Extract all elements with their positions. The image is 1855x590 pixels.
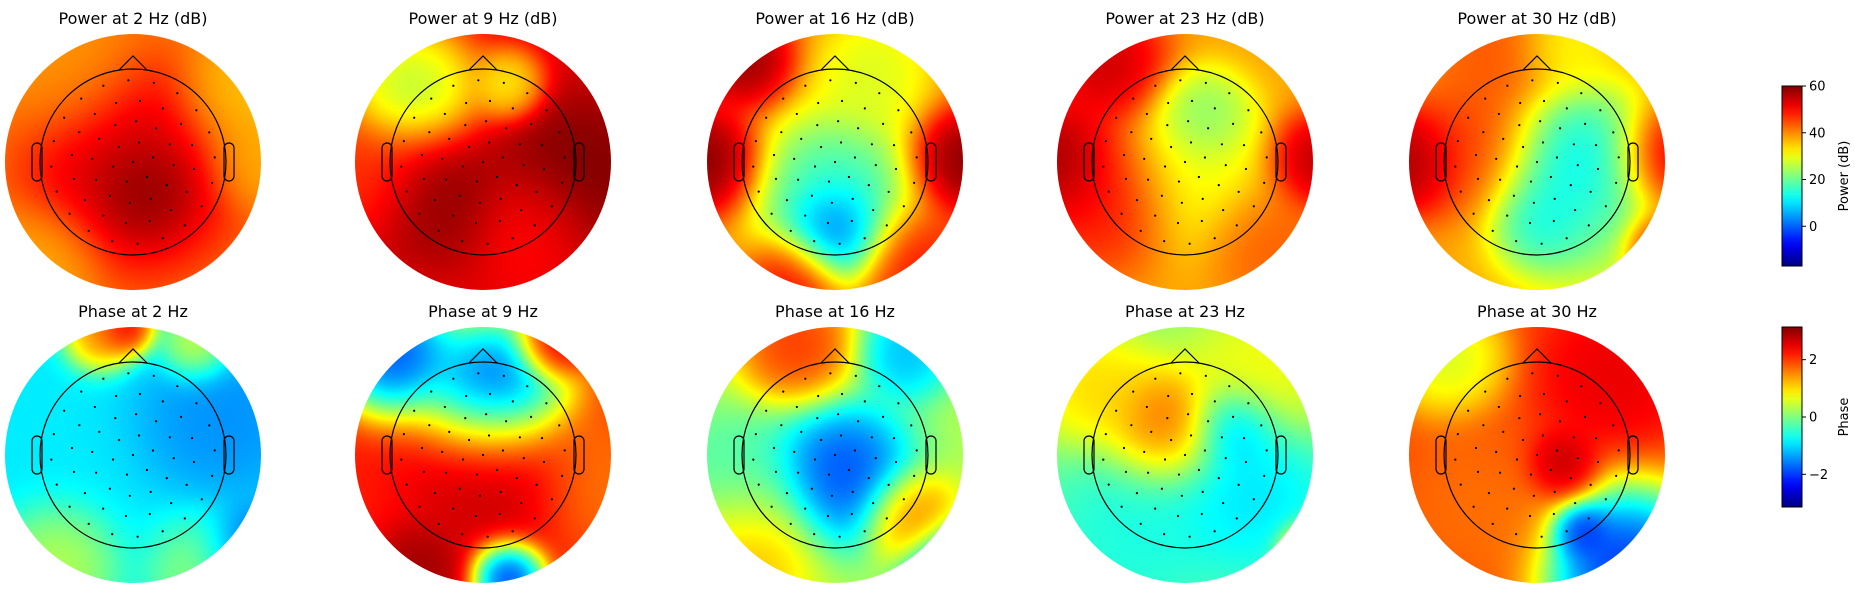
right-ear-outline xyxy=(1275,435,1287,475)
right-ear-outline xyxy=(925,142,937,182)
phase-topomap-9hz: Phase at 9 Hz xyxy=(355,302,611,583)
sensor-dots xyxy=(400,79,566,245)
left-ear-outline xyxy=(31,142,43,182)
right-ear-outline xyxy=(1627,142,1639,182)
head-outline xyxy=(39,68,227,256)
head-outline xyxy=(1091,361,1279,549)
left-ear-outline xyxy=(1435,142,1447,182)
panel-title: Phase at 16 Hz xyxy=(775,302,895,321)
head-outline xyxy=(741,361,929,549)
head-outline xyxy=(389,68,577,256)
right-ear-outline xyxy=(223,435,235,475)
colorbar-tick-label: 0 xyxy=(1809,220,1817,235)
phase-colorbar: −2 0 2 Phase xyxy=(1781,326,1852,508)
nose-outline xyxy=(118,55,148,71)
colorbar-label: Phase xyxy=(1837,398,1852,437)
colorbar-tick-label: 0 xyxy=(1809,411,1817,426)
right-ear-outline xyxy=(573,142,585,182)
sensor-dots xyxy=(1454,372,1620,538)
sensor-dots xyxy=(752,79,918,245)
sensor-dots xyxy=(50,79,216,245)
sensor-dots xyxy=(1102,79,1268,245)
panel-title: Phase at 9 Hz xyxy=(428,302,538,321)
left-ear-outline xyxy=(733,142,745,182)
colorbars: 0 20 40 60 Power (dB) −2 0 2 Phase xyxy=(1781,80,1852,508)
sensor-dots xyxy=(400,372,566,538)
power-topomap-2hz: Power at 2 Hz (dB) xyxy=(5,9,261,290)
power-topomap-30hz: Power at 30 Hz (dB) xyxy=(1409,9,1665,290)
panel-title: Power at 23 Hz (dB) xyxy=(1105,9,1264,28)
colorbar-tick-label: 60 xyxy=(1809,80,1826,95)
nose-outline xyxy=(468,55,498,71)
power-colorbar: 0 20 40 60 Power (dB) xyxy=(1781,80,1852,267)
panel-title: Phase at 23 Hz xyxy=(1125,302,1245,321)
power-topomap-16hz: Power at 16 Hz (dB) xyxy=(707,9,963,290)
nose-outline xyxy=(468,348,498,364)
colorbar-tick-label: 20 xyxy=(1809,173,1826,188)
colorbar-gradient xyxy=(1781,326,1803,508)
nose-outline xyxy=(118,348,148,364)
nose-outline xyxy=(1522,348,1552,364)
nose-outline xyxy=(820,55,850,71)
panel-title: Power at 30 Hz (dB) xyxy=(1457,9,1616,28)
nose-outline xyxy=(1170,55,1200,71)
head-outline xyxy=(1091,68,1279,256)
colorbar-tick-label: 2 xyxy=(1809,353,1817,368)
right-ear-outline xyxy=(573,435,585,475)
panel-title: Power at 2 Hz (dB) xyxy=(58,9,207,28)
panel-title: Power at 16 Hz (dB) xyxy=(755,9,914,28)
colorbar-tick-label: −2 xyxy=(1809,468,1828,483)
head-outline xyxy=(1443,68,1631,256)
sensor-dots xyxy=(50,372,216,538)
colorbar-tick-label: 40 xyxy=(1809,126,1826,141)
left-ear-outline xyxy=(1083,435,1095,475)
nose-outline xyxy=(820,348,850,364)
colorbar-label: Power (dB) xyxy=(1837,141,1852,212)
left-ear-outline xyxy=(381,435,393,475)
head-outline xyxy=(39,361,227,549)
right-ear-outline xyxy=(1275,142,1287,182)
sensor-dots xyxy=(1454,79,1620,245)
head-outline xyxy=(1443,361,1631,549)
panel-title: Power at 9 Hz (dB) xyxy=(408,9,557,28)
nose-outline xyxy=(1170,348,1200,364)
left-ear-outline xyxy=(1435,435,1447,475)
phase-topomap-23hz: Phase at 23 Hz xyxy=(1057,302,1313,583)
right-ear-outline xyxy=(1627,435,1639,475)
sensor-dots xyxy=(752,372,918,538)
sensor-dots xyxy=(1102,372,1268,538)
phase-topomap-16hz: Phase at 16 Hz xyxy=(707,302,963,583)
nose-outline xyxy=(1522,55,1552,71)
left-ear-outline xyxy=(1083,142,1095,182)
power-topomap-23hz: Power at 23 Hz (dB) xyxy=(1057,9,1313,290)
colorbar-gradient xyxy=(1781,85,1803,267)
left-ear-outline xyxy=(733,435,745,475)
head-outline xyxy=(741,68,929,256)
phase-topomap-30hz: Phase at 30 Hz xyxy=(1409,302,1665,583)
panel-title: Phase at 30 Hz xyxy=(1477,302,1597,321)
panel-title: Phase at 2 Hz xyxy=(78,302,188,321)
phase-topomap-2hz: Phase at 2 Hz xyxy=(5,302,261,583)
left-ear-outline xyxy=(31,435,43,475)
head-outline xyxy=(389,361,577,549)
right-ear-outline xyxy=(925,435,937,475)
left-ear-outline xyxy=(381,142,393,182)
right-ear-outline xyxy=(223,142,235,182)
power-topomap-9hz: Power at 9 Hz (dB) xyxy=(355,9,611,290)
topomap-panels: Power at 2 Hz (dB) Power at 9 Hz (dB) Powe… xyxy=(5,9,1665,583)
